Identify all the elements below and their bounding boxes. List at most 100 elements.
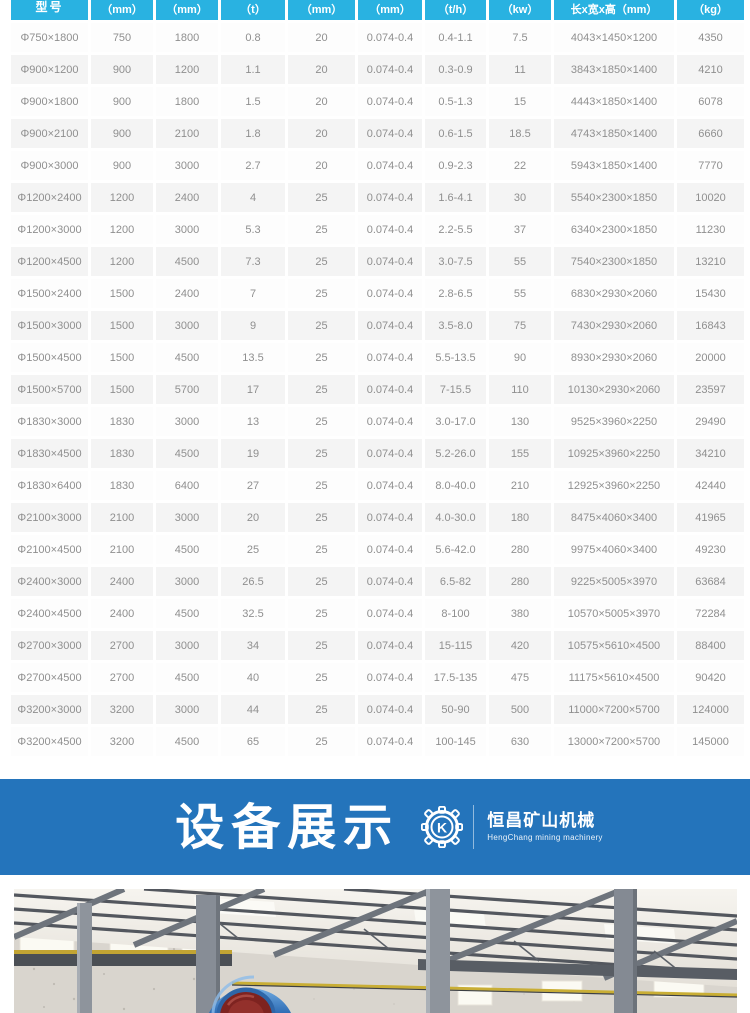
- table-cell: 2400: [156, 279, 218, 308]
- table-cell: 0.074-0.4: [358, 215, 422, 244]
- table-cell: 0.074-0.4: [358, 55, 422, 84]
- spec-table-header: 型号 （mm） （mm） （t） （mm） （mm） （t/h） （kw） 长x…: [11, 0, 744, 20]
- table-cell: Φ1830×3000: [11, 407, 88, 436]
- brand-name-en: HengChang mining machinery: [487, 832, 603, 842]
- table-row: Φ1500×5700 1500 5700 17 25 0.074-0.4 7-15.5 110…: [11, 375, 744, 404]
- table-cell: 20: [288, 87, 355, 116]
- table-cell: 7430×2930×2060: [554, 311, 674, 340]
- table-cell: Φ900×2100: [11, 119, 88, 148]
- table-cell: Φ1500×3000: [11, 311, 88, 340]
- table-row: Φ1830×6400 1830 6400 27 25 0.074-0.4 8.0-40.0 2…: [11, 471, 744, 500]
- col-header-capacity-th: （t/h）: [425, 0, 486, 20]
- table-cell: 2.2-5.5: [425, 215, 486, 244]
- table-cell: 630: [489, 727, 551, 756]
- spec-table-body: Φ750×1800 750 1800 0.8 20 0.074-0.4 0.4-1.1 7.5…: [11, 23, 744, 756]
- table-cell: Φ1830×4500: [11, 439, 88, 468]
- table-cell: 11175×5610×4500: [554, 663, 674, 692]
- table-cell: 1500: [91, 311, 153, 340]
- table-cell: 0.074-0.4: [358, 279, 422, 308]
- table-cell: 4500: [156, 535, 218, 564]
- table-cell: 12925×3960×2250: [554, 471, 674, 500]
- table-cell: 4500: [156, 599, 218, 628]
- table-cell: 380: [489, 599, 551, 628]
- table-row: Φ750×1800 750 1800 0.8 20 0.074-0.4 0.4-1.1 7.5…: [11, 23, 744, 52]
- table-cell: 3843×1850×1400: [554, 55, 674, 84]
- table-cell: 0.074-0.4: [358, 407, 422, 436]
- gear-logo-icon: K: [421, 806, 464, 848]
- table-cell: 900: [91, 55, 153, 84]
- table-cell: 2700: [91, 663, 153, 692]
- table-row: Φ900×1200 900 1200 1.1 20 0.074-0.4 0.3-0.9 11 3…: [11, 55, 744, 84]
- table-cell: 0.074-0.4: [358, 119, 422, 148]
- table-cell: 1.8: [221, 119, 285, 148]
- table-cell: 34: [221, 631, 285, 660]
- table-cell: Φ1500×4500: [11, 343, 88, 372]
- table-cell: 7: [221, 279, 285, 308]
- table-row: Φ1500×2400 1500 2400 7 25 0.074-0.4 2.8-6.5 55 6…: [11, 279, 744, 308]
- table-cell: 0.074-0.4: [358, 23, 422, 52]
- table-cell: 0.5-1.3: [425, 87, 486, 116]
- table-cell: 5.5-13.5: [425, 343, 486, 372]
- table-cell: 1500: [91, 279, 153, 308]
- table-cell: Φ900×1800: [11, 87, 88, 116]
- table-cell: 1200: [91, 215, 153, 244]
- col-header-ball-load-t: （t）: [221, 0, 285, 20]
- table-cell: 4743×1850×1400: [554, 119, 674, 148]
- table-cell: 180: [489, 503, 551, 532]
- table-cell: 55: [489, 279, 551, 308]
- table-cell: 32.5: [221, 599, 285, 628]
- table-cell: 900: [91, 87, 153, 116]
- table-cell: Φ900×3000: [11, 151, 88, 180]
- table-row: Φ2100×3000 2100 3000 20 25 0.074-0.4 4.0-30.0 1…: [11, 503, 744, 532]
- table-cell: 18.5: [489, 119, 551, 148]
- table-cell: 8930×2930×2060: [554, 343, 674, 372]
- table-cell: 7770: [677, 151, 744, 180]
- table-cell: 6400: [156, 471, 218, 500]
- table-cell: 25: [288, 535, 355, 564]
- table-cell: 0.074-0.4: [358, 535, 422, 564]
- table-cell: 3000: [156, 407, 218, 436]
- table-cell: 0.074-0.4: [358, 503, 422, 532]
- table-cell: 9975×4060×3400: [554, 535, 674, 564]
- table-cell: 42440: [677, 471, 744, 500]
- table-cell: 1.1: [221, 55, 285, 84]
- table-cell: 1500: [91, 343, 153, 372]
- spec-table: 型号 （mm） （mm） （t） （mm） （mm） （t/h） （kw） 长x…: [8, 0, 747, 759]
- table-cell: 20000: [677, 343, 744, 372]
- table-cell: 19: [221, 439, 285, 468]
- brand-name-cn: 恒昌矿山机械: [487, 811, 596, 831]
- table-cell: 9225×5005×3970: [554, 567, 674, 596]
- table-cell: 0.074-0.4: [358, 343, 422, 372]
- table-cell: 34210: [677, 439, 744, 468]
- table-cell: 63684: [677, 567, 744, 596]
- table-cell: 37: [489, 215, 551, 244]
- col-header-feed-size-mm: （mm）: [288, 0, 355, 20]
- table-cell: 25: [288, 503, 355, 532]
- table-cell: 0.074-0.4: [358, 663, 422, 692]
- table-cell: 110: [489, 375, 551, 404]
- table-row: Φ900×1800 900 1800 1.5 20 0.074-0.4 0.5-1.3 15 4…: [11, 87, 744, 116]
- table-cell: 25: [288, 599, 355, 628]
- table-row: Φ1500×3000 1500 3000 9 25 0.074-0.4 3.5-8.0 75 7…: [11, 311, 744, 340]
- table-cell: 4500: [156, 663, 218, 692]
- table-cell: 25: [288, 439, 355, 468]
- table-cell: 3000: [156, 151, 218, 180]
- table-cell: 20: [288, 55, 355, 84]
- table-row: Φ900×2100 900 2100 1.8 20 0.074-0.4 0.6-1.5 18.…: [11, 119, 744, 148]
- table-cell: 1830: [91, 439, 153, 468]
- table-cell: 50-90: [425, 695, 486, 724]
- table-cell: 88400: [677, 631, 744, 660]
- equipment-banner: 设备展示: [0, 779, 750, 875]
- banner-title: 设备展示: [175, 799, 400, 855]
- svg-text:K: K: [437, 820, 447, 836]
- col-header-power-kw: （kw）: [489, 0, 551, 20]
- table-cell: 5700: [156, 375, 218, 404]
- table-cell: Φ1200×3000: [11, 215, 88, 244]
- table-cell: 49230: [677, 535, 744, 564]
- table-cell: 27: [221, 471, 285, 500]
- table-cell: 55: [489, 247, 551, 276]
- table-cell: 25: [288, 343, 355, 372]
- table-cell: 75: [489, 311, 551, 340]
- table-cell: Φ2700×4500: [11, 663, 88, 692]
